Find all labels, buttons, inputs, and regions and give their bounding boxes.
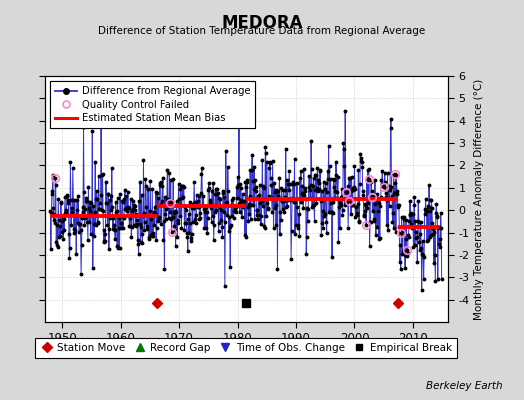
Text: Berkeley Earth: Berkeley Earth [427,381,503,391]
Y-axis label: Monthly Temperature Anomaly Difference (°C): Monthly Temperature Anomaly Difference (… [474,78,484,320]
Text: Difference of Station Temperature Data from Regional Average: Difference of Station Temperature Data f… [99,26,425,36]
Legend: Station Move, Record Gap, Time of Obs. Change, Empirical Break: Station Move, Record Gap, Time of Obs. C… [35,338,457,358]
Text: MEDORA: MEDORA [221,14,303,32]
Legend: Difference from Regional Average, Quality Control Failed, Estimated Station Mean: Difference from Regional Average, Qualit… [50,81,255,128]
